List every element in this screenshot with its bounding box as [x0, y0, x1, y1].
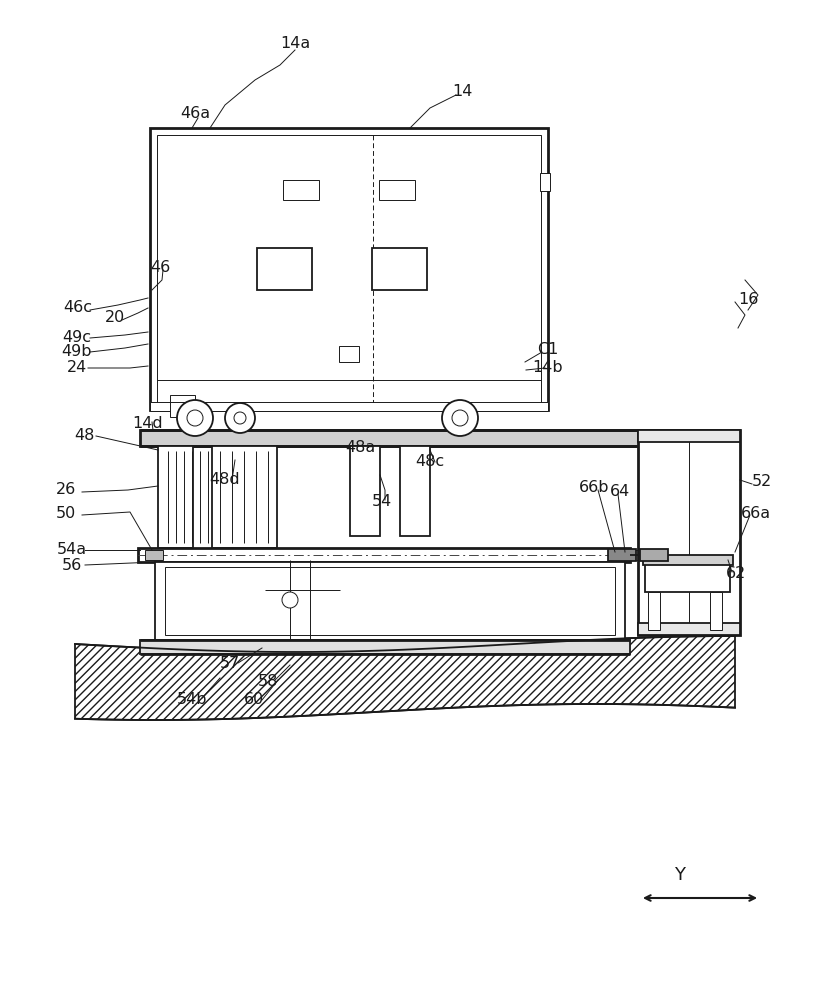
- Bar: [638, 430, 740, 635]
- Bar: [145, 550, 163, 560]
- Text: 26: 26: [56, 483, 76, 497]
- Text: 46a: 46a: [180, 106, 210, 121]
- Bar: [150, 128, 548, 410]
- Text: 52: 52: [752, 475, 772, 489]
- Bar: [710, 592, 722, 630]
- Text: 49b: 49b: [62, 344, 93, 359]
- Text: 48c: 48c: [415, 454, 444, 470]
- Bar: [140, 640, 630, 654]
- Bar: [150, 402, 548, 411]
- Text: 64: 64: [610, 485, 630, 499]
- Text: 54: 54: [372, 494, 392, 510]
- Bar: [645, 562, 730, 592]
- Bar: [258, 248, 312, 290]
- Bar: [212, 446, 277, 548]
- Polygon shape: [75, 636, 735, 720]
- Bar: [608, 549, 636, 561]
- Text: 14: 14: [452, 85, 472, 100]
- Text: 66a: 66a: [741, 506, 771, 522]
- Text: 48d: 48d: [210, 473, 240, 488]
- Circle shape: [234, 412, 246, 424]
- Text: 24: 24: [67, 360, 87, 374]
- Text: 20: 20: [105, 310, 125, 326]
- Circle shape: [442, 400, 478, 436]
- Text: 50: 50: [56, 506, 76, 522]
- Circle shape: [187, 410, 203, 426]
- Text: 48: 48: [74, 428, 94, 444]
- Bar: [283, 180, 319, 200]
- Bar: [140, 430, 720, 446]
- Bar: [638, 430, 740, 442]
- Text: 60: 60: [244, 692, 264, 708]
- Bar: [339, 346, 359, 362]
- Bar: [372, 248, 427, 290]
- Bar: [640, 549, 668, 561]
- Circle shape: [177, 400, 213, 436]
- Text: 58: 58: [258, 674, 278, 690]
- Bar: [648, 592, 660, 630]
- Bar: [620, 550, 638, 560]
- Text: 14d: 14d: [133, 416, 164, 432]
- Text: 49c: 49c: [63, 330, 92, 344]
- Bar: [350, 446, 380, 536]
- Text: 66b: 66b: [579, 481, 610, 495]
- Text: 54b: 54b: [177, 692, 207, 708]
- Text: 48a: 48a: [345, 440, 375, 456]
- Circle shape: [282, 592, 298, 608]
- Bar: [643, 555, 733, 565]
- Circle shape: [452, 410, 468, 426]
- Bar: [540, 173, 550, 191]
- Text: 46c: 46c: [64, 300, 93, 316]
- Bar: [138, 548, 630, 562]
- Text: 46: 46: [150, 260, 170, 275]
- Bar: [158, 446, 193, 548]
- Text: C1: C1: [537, 342, 558, 358]
- Text: 56: 56: [62, 558, 82, 572]
- Bar: [165, 567, 615, 635]
- Text: 54a: 54a: [57, 542, 87, 558]
- Bar: [379, 180, 415, 200]
- Bar: [170, 395, 195, 417]
- Text: 62: 62: [726, 566, 746, 582]
- Bar: [638, 623, 740, 635]
- Bar: [157, 135, 541, 403]
- Bar: [155, 562, 625, 640]
- Text: 14a: 14a: [280, 36, 310, 51]
- Bar: [400, 446, 430, 536]
- Text: 14b: 14b: [533, 360, 563, 374]
- Text: Y: Y: [675, 866, 686, 884]
- Text: 57: 57: [220, 656, 240, 672]
- Circle shape: [225, 403, 255, 433]
- Text: 16: 16: [738, 292, 758, 308]
